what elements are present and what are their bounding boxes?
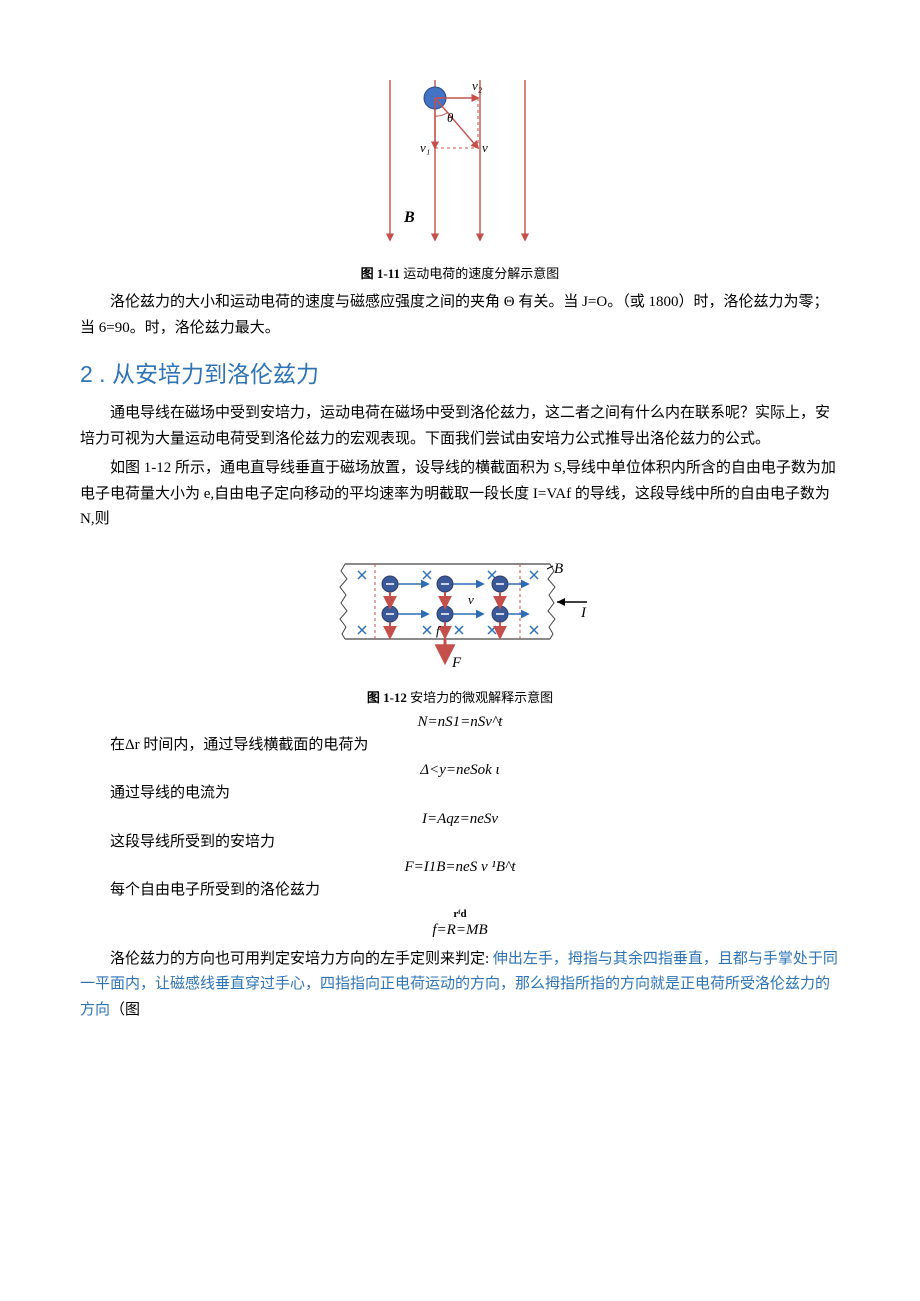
section-heading-2: 2 . 从安培力到洛伦兹力 [80,355,840,389]
formula-2: Δ<y=neSok ι [80,762,840,779]
formula-5b: f=R=MB [80,922,840,939]
caption-rest: 运动电荷的速度分解示意图 [400,266,559,281]
label-I: I [580,605,587,621]
figure-1-11-svg: v₂ θ v₁ v B [360,70,560,255]
label-f: f [436,623,442,638]
figure-1-12-svg: B I v f F [325,549,595,679]
para4-black: 洛伦兹力的方向也可用判定安培力方向的左手定则来判定: [110,951,493,967]
label-B2: B [554,561,563,577]
label-v: v [482,140,488,155]
label-theta: θ [447,110,454,125]
caption2-bold: 图 1-12 [367,690,407,705]
caption-bold: 图 1-11 [361,266,400,281]
line-1: 在Δr 时间内，通过导线横截面的电荷为 [80,733,840,759]
line-2: 通过导线的电流为 [80,781,840,807]
label-v2: v₂ [472,78,483,93]
figure-1-11-caption: 图 1-11 运动电荷的速度分解示意图 [80,263,840,282]
paragraph-4: 洛伦兹力的方向也可用判定安培力方向的左手定则来判定: 伸出左手，拇指与其余四指垂… [80,947,840,1024]
paragraph-3: 如图 1-12 所示，通电直导线垂直于磁场放置，设导线的横截面积为 S,导线中单… [80,456,840,533]
line-4: 每个自由电子所受到的洛伦兹力 [80,878,840,904]
formula-4: F=I1B=neS v ¹B^t [80,859,840,876]
formula-3: I=Aqz=neSv [80,811,840,828]
formula-1: N=nS1=nSv^t [80,714,840,731]
caption2-rest: 安培力的微观解释示意图 [407,690,553,705]
figure-1-12-caption: 图 1-12 安培力的微观解释示意图 [80,687,840,706]
figure-1-12: B I v f F [80,549,840,679]
paragraph-1: 洛伦兹力的大小和运动电荷的速度与磁感应强度之间的夹角 Θ 有关。当 J=O。（或… [80,290,840,341]
paragraph-2: 通电导线在磁场中受到安培力，运动电荷在磁场中受到洛伦兹力，这二者之间有什么内在联… [80,401,840,452]
label-v1: v₁ [420,140,430,155]
formula-5a: rᶠd [80,908,840,920]
label-B: B [403,209,415,226]
para4-end: （图 [110,1002,140,1018]
label-v2b: v [468,592,474,607]
figure-1-11: v₂ θ v₁ v B [80,70,840,255]
line-3: 这段导线所受到的安培力 [80,830,840,856]
label-F: F [451,655,462,671]
